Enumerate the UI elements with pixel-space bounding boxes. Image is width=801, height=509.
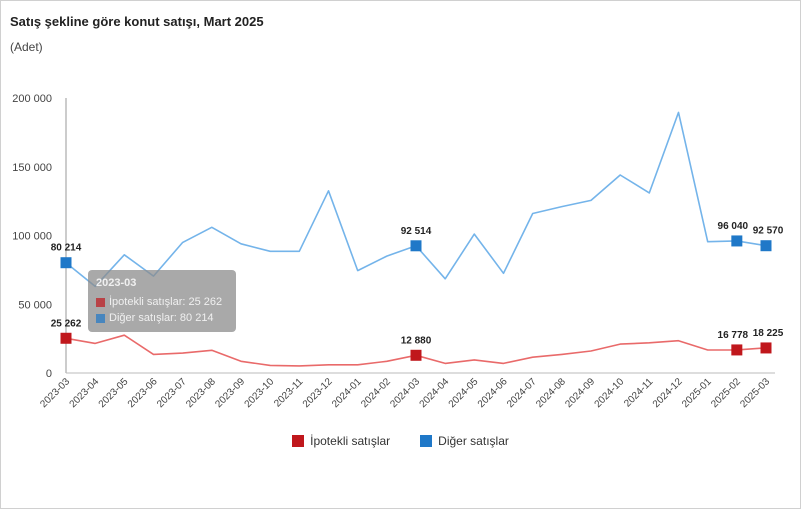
tooltip-swatch-ipotekli	[96, 297, 105, 307]
data-point-diger	[760, 240, 772, 252]
x-tick-label: 2023-03	[38, 376, 72, 410]
y-tick-label: 150 000	[12, 162, 52, 174]
x-tick-label: 2024-02	[359, 376, 393, 410]
data-point-ipotekli	[760, 342, 772, 354]
x-tick-label: 2023-06	[126, 376, 160, 410]
x-tick-label: 2024-12	[651, 376, 685, 410]
x-tick-label: 2023-10	[243, 376, 277, 410]
data-label: 16 778	[718, 330, 749, 341]
data-label: 25 262	[51, 318, 82, 329]
x-tick-label: 2023-04	[68, 376, 102, 410]
x-tick-label: 2024-10	[593, 376, 627, 410]
legend: İpotekli satışlar Diğer satışlar	[0, 434, 801, 448]
data-label: 92 514	[401, 226, 432, 237]
data-label: 18 225	[753, 328, 784, 339]
chart-title: Satış şekline göre konut satışı, Mart 20…	[10, 14, 264, 29]
data-point-diger	[410, 240, 422, 252]
legend-label-ipotekli: İpotekli satışlar	[310, 434, 391, 448]
data-point-diger	[731, 235, 743, 247]
x-tick-label: 2023-05	[97, 376, 131, 410]
data-point-ipotekli	[731, 344, 743, 356]
x-tick-label: 2023-07	[155, 376, 189, 410]
tooltip-swatch-diger	[96, 313, 105, 323]
series-line-diger	[65, 111, 767, 288]
tooltip-title: 2023-03	[96, 277, 137, 289]
tooltip-text-diger: Diğer satışlar: 80 214	[109, 312, 214, 324]
data-point-diger	[60, 257, 72, 269]
data-label: 92 570	[753, 226, 784, 237]
x-tick-label: 2024-05	[447, 376, 481, 410]
data-label: 96 040	[718, 221, 749, 232]
chart-subtitle: (Adet)	[10, 40, 43, 54]
legend-item-diger[interactable]: Diğer satışlar	[420, 434, 509, 448]
x-tick-label: 2024-07	[505, 376, 539, 410]
tooltip-text-ipotekli: İpotekli satışlar: 25 262	[109, 296, 223, 308]
legend-label-diger: Diğer satışlar	[438, 434, 509, 448]
legend-item-ipotekli[interactable]: İpotekli satışlar	[292, 434, 390, 448]
data-label: 80 214	[51, 243, 82, 254]
data-point-ipotekli	[60, 332, 72, 344]
x-tick-label: 2024-04	[418, 376, 452, 410]
data-label: 12 880	[401, 335, 432, 346]
legend-swatch-diger	[420, 435, 433, 447]
legend-swatch-ipotekli	[292, 435, 305, 447]
x-tick-label: 2024-11	[622, 376, 656, 410]
y-tick-label: 0	[46, 368, 52, 380]
x-tick-label: 2024-01	[330, 376, 364, 410]
x-tick-label: 2024-09	[563, 376, 597, 410]
x-tick-label: 2023-12	[301, 376, 335, 410]
y-tick-label: 50 000	[18, 299, 52, 311]
x-tick-label: 2024-03	[388, 376, 422, 410]
y-tick-label: 200 000	[12, 93, 52, 105]
x-tick-label: 2024-08	[534, 376, 568, 410]
chart-tooltip: 2023-03 İpotekli satışlar: 25 262 Diğer …	[88, 270, 236, 332]
x-tick-label: 2025-02	[709, 376, 743, 410]
tooltip-row-diger: Diğer satışlar: 80 214	[96, 312, 214, 324]
y-tick-label: 100 000	[12, 231, 52, 243]
x-tick-label: 2023-11	[272, 376, 306, 410]
x-tick-label: 2025-03	[738, 376, 772, 410]
data-point-ipotekli	[410, 349, 422, 361]
x-tick-label: 2023-08	[184, 376, 218, 410]
x-tick-label: 2024-06	[476, 376, 510, 410]
tooltip-row-ipotekli: İpotekli satışlar: 25 262	[96, 296, 222, 308]
x-tick-label: 2023-09	[213, 376, 247, 410]
x-tick-label: 2025-01	[680, 376, 714, 410]
